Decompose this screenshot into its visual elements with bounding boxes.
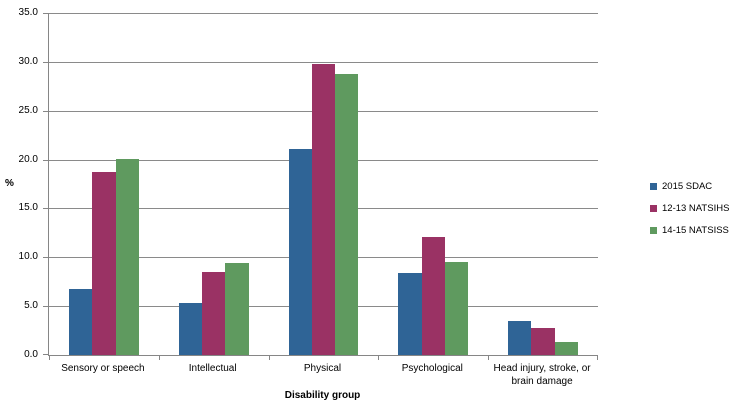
- legend-label: 2015 SDAC: [662, 181, 713, 192]
- y-axis-tick: [43, 61, 48, 63]
- bar: [508, 320, 532, 355]
- x-axis-tick: [158, 356, 160, 360]
- gridline: [49, 13, 598, 14]
- y-axis-tick: [43, 110, 48, 112]
- y-axis-tick-label: 35.0: [18, 7, 38, 18]
- y-axis-tick: [43, 354, 48, 355]
- y-axis-tick: [43, 13, 48, 14]
- y-axis-tick-label: 30.0: [18, 55, 38, 67]
- x-axis-tick: [49, 356, 50, 360]
- category-label: Intellectual: [188, 363, 237, 374]
- legend-swatch-icon: [650, 183, 657, 190]
- y-axis-tick-label: 15.0: [18, 202, 38, 214]
- category-label: Head injury, stroke, or brain damage: [493, 363, 591, 387]
- gridline: [49, 61, 598, 63]
- y-axis-title: %: [5, 178, 14, 189]
- bar: [202, 271, 226, 355]
- legend-item: 2015 SDAC: [650, 180, 729, 193]
- x-axis-tick: [488, 356, 490, 360]
- bar: [68, 288, 93, 355]
- legend-item: 14-15 NATSISS: [650, 224, 729, 237]
- y-axis-tick-label: 20.0: [18, 153, 38, 165]
- bar: [398, 272, 422, 355]
- legend-swatch-icon: [650, 205, 657, 212]
- x-axis-tick: [597, 356, 598, 360]
- legend-label: 12-13 NATSIHS: [662, 203, 730, 214]
- category-label: Psychological: [401, 363, 463, 374]
- bar: [421, 236, 445, 355]
- bar: [444, 262, 469, 355]
- y-axis-tick-label: 25.0: [18, 104, 38, 116]
- bar: [554, 342, 579, 355]
- bar: [115, 158, 139, 355]
- x-axis-tick: [268, 356, 270, 360]
- y-axis-tick-label: 10.0: [18, 251, 38, 263]
- bar: [288, 148, 312, 355]
- y-axis-tick-label: 0.0: [24, 349, 38, 360]
- legend-item: 12-13 NATSIHS: [650, 202, 729, 215]
- bar: [311, 63, 336, 355]
- legend-swatch-icon: [650, 227, 657, 234]
- legend: 2015 SDAC 12-13 NATSIHS 14-15 NATSISS: [650, 180, 729, 246]
- bar: [92, 172, 116, 355]
- y-axis-tick-label: 5.0: [24, 300, 38, 312]
- bar: [335, 73, 359, 355]
- x-axis-tick: [378, 356, 380, 360]
- legend-label: 14-15 NATSISS: [662, 225, 729, 236]
- bar: [178, 303, 203, 355]
- y-axis-tick: [43, 257, 48, 259]
- bar: [225, 263, 249, 355]
- plot-area: [43, 13, 598, 360]
- category-label: Sensory or speech: [61, 363, 145, 374]
- y-axis-tick: [43, 306, 48, 308]
- category-label: Physical: [303, 363, 342, 374]
- y-axis-tick: [43, 159, 48, 161]
- bar: [531, 327, 555, 355]
- y-axis-tick: [43, 208, 48, 210]
- x-axis-title: Disability group: [284, 390, 361, 401]
